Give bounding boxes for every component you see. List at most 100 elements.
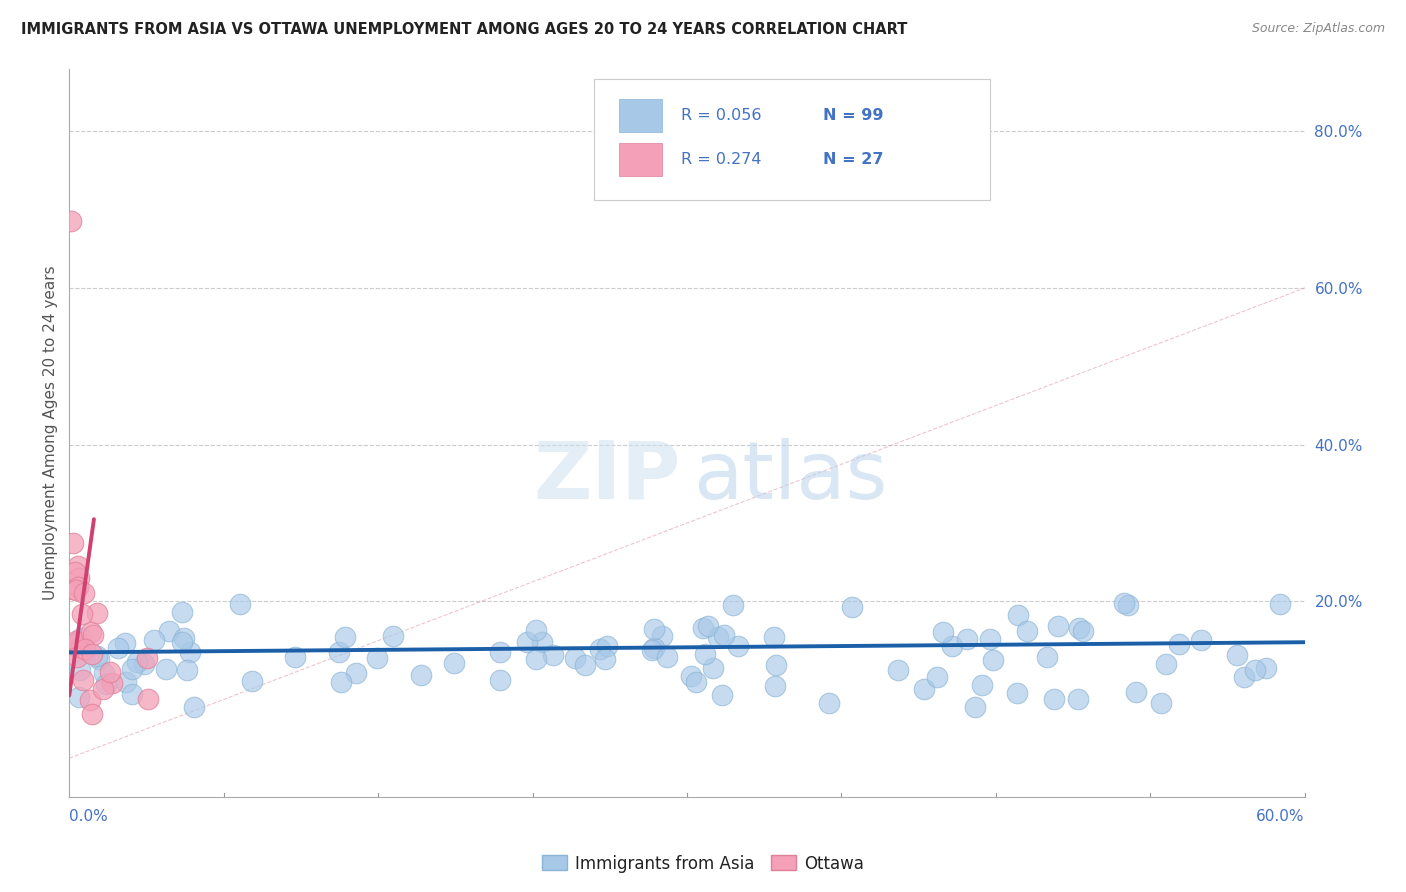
Point [79, 693, 101, 707]
Point [284, 650, 307, 665]
Point [1244, 664, 1267, 678]
Point [925, 670, 948, 684]
Point [114, 636, 136, 650]
Point [932, 624, 955, 639]
Text: 60.0%: 60.0% [1256, 809, 1305, 824]
Point [80, 706, 103, 721]
Point [679, 669, 702, 683]
Text: atlas: atlas [693, 438, 887, 516]
Point [1071, 624, 1094, 639]
Point [65, 634, 87, 648]
Point [1232, 670, 1254, 684]
Point [101, 676, 124, 690]
Point [1118, 599, 1140, 613]
Point [62, 535, 84, 549]
Point [157, 624, 180, 638]
Point [333, 630, 356, 644]
Point [1156, 657, 1178, 671]
Text: N = 99: N = 99 [823, 109, 883, 123]
Point [696, 618, 718, 632]
Point [80, 624, 103, 639]
Point [887, 664, 910, 678]
Point [516, 635, 538, 649]
Point [173, 632, 195, 646]
Point [643, 622, 665, 636]
Point [727, 640, 749, 654]
Point [89, 651, 111, 665]
Point [69, 663, 91, 677]
FancyBboxPatch shape [595, 79, 990, 200]
Point [524, 652, 547, 666]
Point [121, 662, 143, 676]
Point [67, 571, 90, 585]
Point [86, 649, 108, 664]
Point [65, 582, 87, 597]
Bar [619, 100, 662, 132]
Legend: Immigrants from Asia, Ottawa: Immigrants from Asia, Ottawa [536, 848, 870, 880]
Text: ZIP: ZIP [533, 438, 681, 516]
Point [651, 629, 673, 643]
Point [965, 700, 987, 714]
Point [229, 597, 252, 611]
Y-axis label: Unemployment Among Ages 20 to 24 years: Unemployment Among Ages 20 to 24 years [44, 266, 58, 600]
Point [93, 666, 115, 681]
Point [1125, 685, 1147, 699]
Point [170, 635, 193, 649]
Point [135, 651, 157, 665]
Point [1007, 607, 1029, 622]
Point [82, 647, 104, 661]
Point [344, 665, 367, 680]
Point [142, 633, 165, 648]
Point [818, 697, 841, 711]
Point [564, 651, 586, 665]
Point [655, 650, 678, 665]
Point [67, 640, 90, 655]
Point [489, 645, 512, 659]
Point [82, 628, 104, 642]
Point [86, 606, 108, 620]
Point [641, 643, 664, 657]
Point [693, 648, 716, 662]
Point [763, 679, 786, 693]
Point [134, 657, 156, 671]
Bar [619, 144, 662, 176]
Point [125, 655, 148, 669]
Point [366, 651, 388, 665]
Point [67, 559, 90, 574]
Point [488, 673, 510, 687]
Point [63, 637, 86, 651]
Point [912, 682, 935, 697]
Point [1067, 692, 1090, 706]
Point [176, 663, 198, 677]
Point [170, 605, 193, 619]
Point [707, 630, 730, 644]
Point [409, 668, 432, 682]
Point [96, 677, 118, 691]
Point [593, 652, 616, 666]
Point [73, 642, 96, 657]
Point [713, 628, 735, 642]
Point [1189, 632, 1212, 647]
Point [841, 600, 863, 615]
Point [60, 214, 83, 228]
Point [138, 692, 160, 706]
Point [543, 648, 565, 663]
Text: Source: ZipAtlas.com: Source: ZipAtlas.com [1251, 22, 1385, 36]
Point [1005, 686, 1028, 700]
Point [115, 674, 138, 689]
Point [981, 653, 1004, 667]
Point [596, 639, 619, 653]
Point [702, 661, 724, 675]
Point [524, 623, 547, 637]
Point [956, 632, 979, 647]
Point [1036, 649, 1059, 664]
Point [66, 649, 89, 664]
Text: N = 27: N = 27 [823, 153, 883, 167]
Point [692, 622, 714, 636]
Point [67, 690, 90, 705]
Point [72, 673, 94, 687]
Point [1168, 637, 1191, 651]
Point [329, 675, 352, 690]
Point [328, 644, 350, 658]
Point [685, 674, 707, 689]
